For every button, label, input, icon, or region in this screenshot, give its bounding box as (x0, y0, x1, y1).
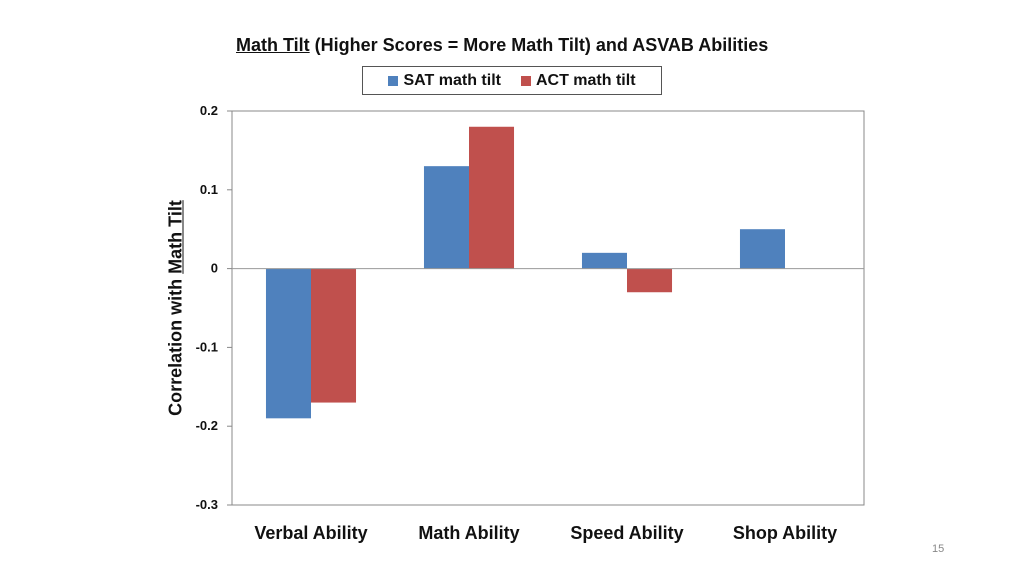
plot-area (231, 110, 865, 506)
y-tick-label: 0 (211, 261, 218, 276)
bar-sat (739, 229, 785, 269)
chart-title: Math Tilt (Higher Scores = More Math Til… (236, 35, 768, 56)
y-tick-label: 0.1 (200, 182, 218, 197)
bar-act (627, 268, 673, 293)
bar-sat (581, 252, 627, 269)
category-labels: Verbal Ability Math Ability Speed Ability S… (254, 523, 837, 543)
legend-label-sat: SAT math tilt (403, 71, 501, 89)
legend-label-act: ACT math tilt (535, 71, 636, 89)
legend-swatch-act (520, 75, 531, 86)
category-label: Math Ability (418, 523, 519, 543)
category-label: Speed Ability (570, 523, 683, 543)
chart-title-rest: (Higher Scores = More Math Tilt) and ASV… (309, 35, 769, 55)
bar-sat (265, 268, 311, 419)
y-tick-label: 0.2 (200, 103, 218, 118)
y-axis-ticks: 0.2 0.1 0 -0.1 -0.2 -0.3 (196, 103, 232, 512)
page-number: 15 (932, 543, 945, 555)
category-label: Verbal Ability (254, 523, 367, 543)
y-tick-label: -0.1 (196, 339, 218, 354)
legend: SAT math tilt ACT math tilt (362, 66, 662, 95)
bar-act (311, 268, 357, 403)
y-tick-label: -0.2 (196, 418, 218, 433)
legend-swatch-sat (388, 75, 399, 86)
bars (265, 126, 785, 419)
legend-item-sat: SAT math tilt (388, 71, 501, 90)
legend-item-act: ACT math tilt (520, 71, 636, 90)
bar-act (469, 126, 515, 269)
category-label: Shop Ability (733, 523, 837, 543)
bar-sat (423, 166, 469, 269)
chart-title-underlined: Math Tilt (236, 35, 310, 55)
y-tick-label: -0.3 (196, 497, 218, 512)
